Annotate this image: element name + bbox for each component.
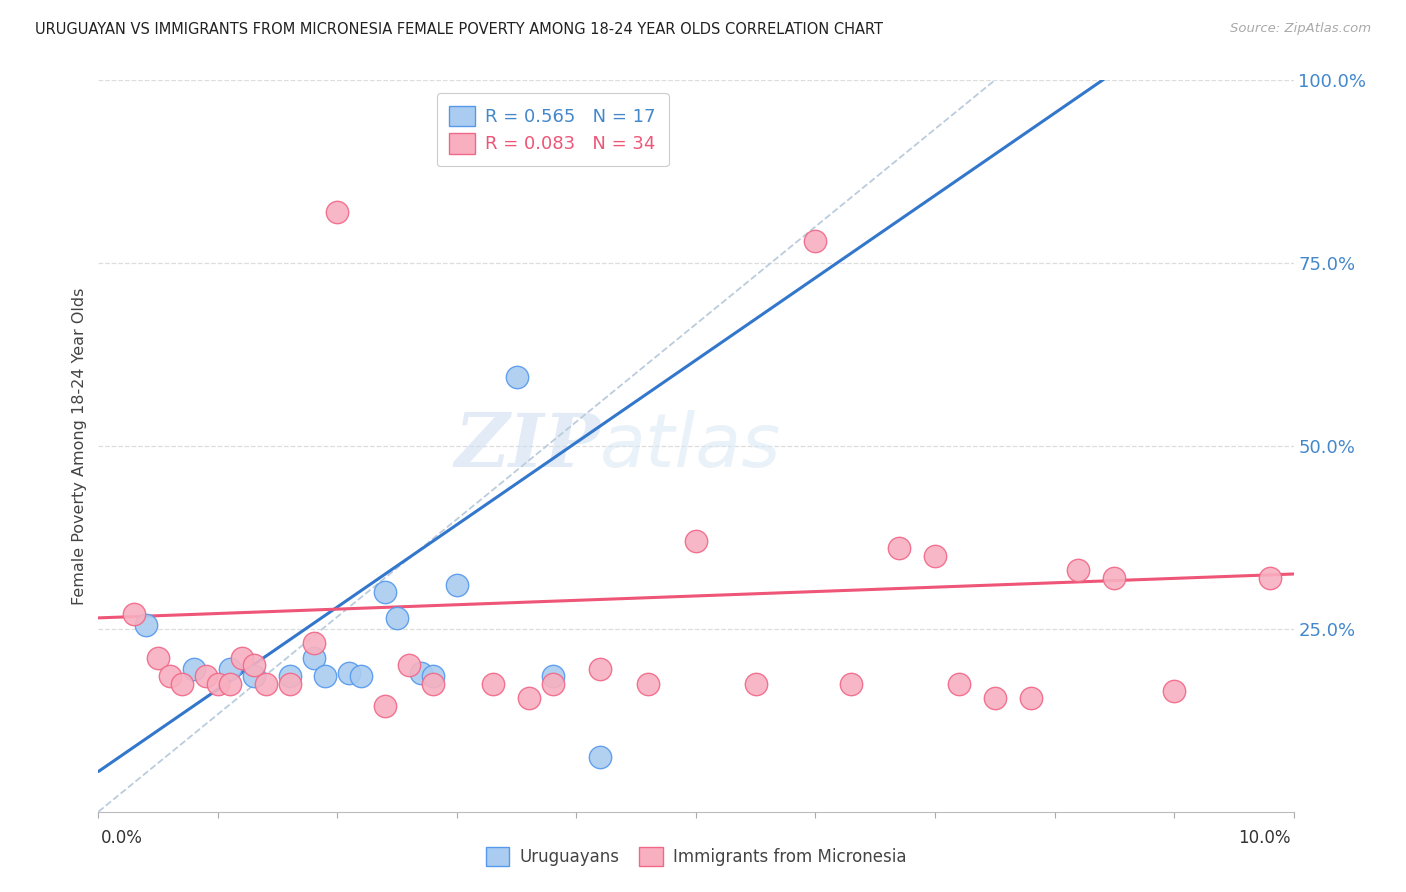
Point <box>1067 563 1090 577</box>
Point <box>1104 571 1126 585</box>
Point <box>302 651 325 665</box>
Point <box>446 578 468 592</box>
Point <box>339 665 360 680</box>
Point <box>243 658 266 673</box>
Point <box>207 676 229 690</box>
Point <box>219 676 242 690</box>
Point <box>984 691 1007 706</box>
Text: Source: ZipAtlas.com: Source: ZipAtlas.com <box>1230 22 1371 36</box>
Point <box>841 676 863 690</box>
Point <box>254 676 277 690</box>
Point <box>326 205 349 219</box>
Point <box>541 676 564 690</box>
Point <box>148 651 170 665</box>
Point <box>350 669 373 683</box>
Point <box>243 669 266 683</box>
Point <box>745 676 768 690</box>
Point <box>374 585 396 599</box>
Y-axis label: Female Poverty Among 18-24 Year Olds: Female Poverty Among 18-24 Year Olds <box>72 287 87 605</box>
Point <box>422 669 444 683</box>
Point <box>385 611 409 625</box>
Text: ZIP: ZIP <box>454 409 600 483</box>
Point <box>135 618 157 632</box>
Point <box>278 669 301 683</box>
Text: 0.0%: 0.0% <box>101 829 143 847</box>
Point <box>589 662 612 676</box>
Point <box>278 676 301 690</box>
Point <box>422 676 444 690</box>
Point <box>889 541 911 556</box>
Point <box>948 676 970 690</box>
Point <box>183 662 205 676</box>
Point <box>481 676 505 690</box>
Point <box>589 749 612 764</box>
Point <box>315 669 337 683</box>
Point <box>172 676 194 690</box>
Point <box>219 662 242 676</box>
Text: 10.0%: 10.0% <box>1239 829 1291 847</box>
Legend: Uruguayans, Immigrants from Micronesia: Uruguayans, Immigrants from Micronesia <box>479 840 912 873</box>
Point <box>398 658 420 673</box>
Point <box>506 369 529 384</box>
Point <box>924 549 946 563</box>
Point <box>411 665 433 680</box>
Text: atlas: atlas <box>600 410 782 482</box>
Point <box>302 636 325 650</box>
Point <box>1019 691 1042 706</box>
Point <box>517 691 540 706</box>
Point <box>804 234 827 248</box>
Point <box>541 669 564 683</box>
Point <box>159 669 181 683</box>
Point <box>231 651 253 665</box>
Point <box>637 676 659 690</box>
Point <box>124 607 146 622</box>
Point <box>685 534 707 549</box>
Point <box>1163 684 1185 698</box>
Point <box>195 669 218 683</box>
Point <box>374 698 396 713</box>
Text: URUGUAYAN VS IMMIGRANTS FROM MICRONESIA FEMALE POVERTY AMONG 18-24 YEAR OLDS COR: URUGUAYAN VS IMMIGRANTS FROM MICRONESIA … <box>35 22 883 37</box>
Point <box>1258 571 1281 585</box>
